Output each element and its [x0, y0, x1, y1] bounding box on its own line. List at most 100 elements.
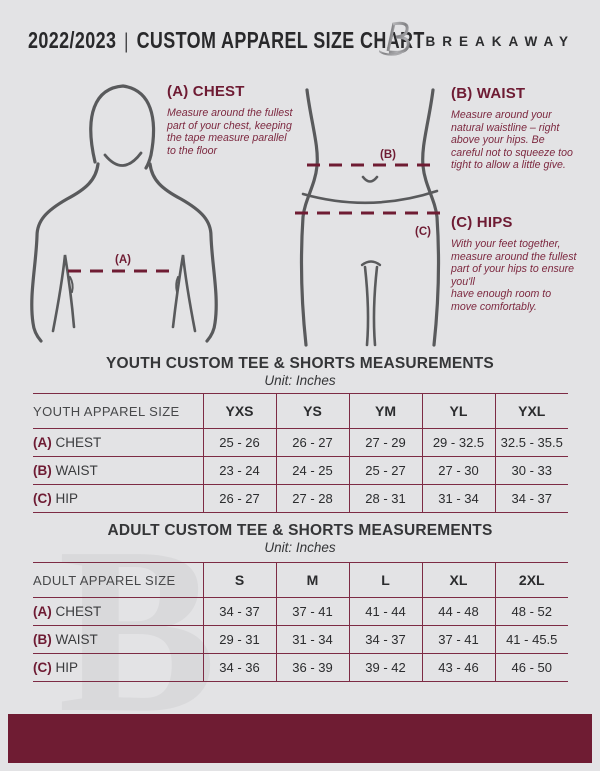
- row-key: (A): [33, 604, 52, 619]
- youth-hip-row: (C) HIP 26 - 27 27 - 28 28 - 31 31 - 34 …: [33, 484, 568, 513]
- head-outline: [89, 84, 156, 170]
- value-cell: 26 - 27: [275, 428, 349, 457]
- value-cell: 39 - 42: [348, 653, 422, 682]
- youth-size-col-label: YOUTH APPAREL SIZE: [33, 393, 203, 429]
- adult-size-table: ADULT APPAREL SIZE S M L XL 2XL (A) CHES…: [33, 562, 568, 682]
- navel: [361, 175, 379, 183]
- row-name: WAIST: [55, 463, 98, 478]
- page-header: 2022/2023 | CUSTOM APPAREL SIZE CHART BREA…: [0, 0, 600, 70]
- chest-guide: (A) CHEST Measure around the fullest par…: [167, 83, 293, 157]
- row-label-waist: (B) WAIST: [33, 456, 203, 485]
- value-cell: 34 - 37: [202, 597, 276, 626]
- value-cell: 27 - 29: [348, 428, 422, 457]
- value-cell: 41 - 45.5: [494, 625, 568, 654]
- youth-size-table: YOUTH APPAREL SIZE YXS YS YM YL YXL (A) …: [33, 393, 568, 513]
- breakaway-b-icon: [379, 21, 411, 56]
- youth-col-yl: YL: [421, 393, 495, 429]
- youth-header-row: YOUTH APPAREL SIZE YXS YS YM YL YXL: [33, 393, 568, 429]
- row-label-hip: (C) HIP: [33, 484, 203, 513]
- value-cell: 25 - 26: [202, 428, 276, 457]
- left-inner-leg: [363, 265, 370, 347]
- value-cell: 43 - 46: [421, 653, 495, 682]
- adult-size-col-label: ADULT APPAREL SIZE: [33, 562, 203, 598]
- value-cell: 27 - 28: [275, 484, 349, 513]
- value-cell: 29 - 31: [202, 625, 276, 654]
- adult-col-xl: XL: [421, 562, 495, 598]
- row-name: CHEST: [55, 604, 102, 619]
- right-armpit-crease: [171, 254, 197, 333]
- hips-marker-label: (C): [415, 226, 431, 238]
- chest-guide-text: Measure around the fullest part of your …: [167, 107, 293, 157]
- youth-section-title: YOUTH CUSTOM TEE & SHORTS MEASUREMENTS: [106, 355, 494, 372]
- adult-waist-row: (B) WAIST 29 - 31 31 - 34 34 - 37 37 - 4…: [33, 625, 568, 654]
- hips-guide-text: With your feet together, measure around …: [451, 238, 577, 313]
- page-title: 2022/2023 | CUSTOM APPAREL SIZE CHART: [28, 27, 425, 54]
- row-key: (B): [33, 463, 52, 478]
- left-shoulder-arm: [30, 162, 100, 343]
- row-name: CHEST: [55, 435, 102, 450]
- value-cell: 29 - 32.5: [421, 428, 495, 457]
- youth-col-ym: YM: [348, 393, 422, 429]
- value-cell: 37 - 41: [421, 625, 495, 654]
- left-armpit-crease: [51, 254, 76, 333]
- value-cell: 41 - 44: [348, 597, 422, 626]
- value-cell: 30 - 33: [494, 456, 568, 485]
- row-key: (B): [33, 632, 52, 647]
- value-cell: 34 - 36: [202, 653, 276, 682]
- adult-col-2xl: 2XL: [494, 562, 568, 598]
- youth-waist-row: (B) WAIST 23 - 24 24 - 25 25 - 27 27 - 3…: [33, 456, 568, 485]
- adult-col-s: S: [202, 562, 276, 598]
- waist-guide-heading: (B) WAIST: [451, 85, 526, 102]
- adult-section-unit: Unit: Inches: [264, 540, 336, 555]
- adult-section-title: ADULT CUSTOM TEE & SHORTS MEASUREMENTS: [107, 522, 493, 539]
- value-cell: 25 - 27: [348, 456, 422, 485]
- youth-col-ys: YS: [275, 393, 349, 429]
- value-cell: 32.5 - 35.5: [494, 428, 568, 457]
- value-cell: 24 - 25: [275, 456, 349, 485]
- chest-marker-label: (A): [115, 254, 131, 266]
- row-key: (C): [33, 660, 52, 675]
- left-waist-leg-outline: [299, 88, 319, 347]
- right-shoulder-arm: [148, 162, 218, 343]
- value-cell: 27 - 30: [421, 456, 495, 485]
- row-label-hip: (C) HIP: [33, 653, 203, 682]
- brand-name: BREAKAWAY: [425, 33, 575, 49]
- value-cell: 23 - 24: [202, 456, 276, 485]
- title-text: CUSTOM APPAREL SIZE CHART: [136, 27, 425, 53]
- right-armpit-flick: [175, 276, 179, 293]
- adult-hip-row: (C) HIP 34 - 36 36 - 39 39 - 42 43 - 46 …: [33, 653, 568, 682]
- footer-accent-bar: [8, 714, 592, 763]
- youth-chest-row: (A) CHEST 25 - 26 26 - 27 27 - 29 29 - 3…: [33, 428, 568, 457]
- adult-header-row: ADULT APPAREL SIZE S M L XL 2XL: [33, 562, 568, 598]
- waist-guide: (B) WAIST Measure around your natural wa…: [451, 85, 577, 172]
- value-cell: 37 - 41: [275, 597, 349, 626]
- row-name: HIP: [55, 660, 79, 675]
- brand-logo: BREAKAWAY: [377, 20, 575, 58]
- youth-col-yxs: YXS: [202, 393, 276, 429]
- value-cell: 26 - 27: [202, 484, 276, 513]
- row-key: (C): [33, 491, 52, 506]
- lower-body-diagram: (B) (C): [295, 88, 445, 347]
- left-armpit-flick: [69, 276, 74, 293]
- value-cell: 28 - 31: [348, 484, 422, 513]
- crotch-curve: [360, 260, 382, 267]
- value-cell: 48 - 52: [494, 597, 568, 626]
- row-key: (A): [33, 435, 52, 450]
- hips-guide-heading: (C) HIPS: [451, 214, 513, 231]
- waist-guide-text: Measure around your natural waistline – …: [451, 109, 573, 172]
- value-cell: 44 - 48: [421, 597, 495, 626]
- right-waist-leg-outline: [421, 88, 441, 347]
- youth-col-yxl: YXL: [494, 393, 568, 429]
- title-divider: |: [124, 30, 129, 53]
- waist-marker-label: (B): [380, 149, 396, 161]
- row-name: HIP: [55, 491, 79, 506]
- hip-band-curve: [301, 189, 439, 205]
- row-name: WAIST: [55, 632, 98, 647]
- adult-col-l: L: [348, 562, 422, 598]
- value-cell: 46 - 50: [494, 653, 568, 682]
- value-cell: 36 - 39: [275, 653, 349, 682]
- value-cell: 34 - 37: [494, 484, 568, 513]
- right-inner-leg: [372, 265, 379, 347]
- value-cell: 31 - 34: [275, 625, 349, 654]
